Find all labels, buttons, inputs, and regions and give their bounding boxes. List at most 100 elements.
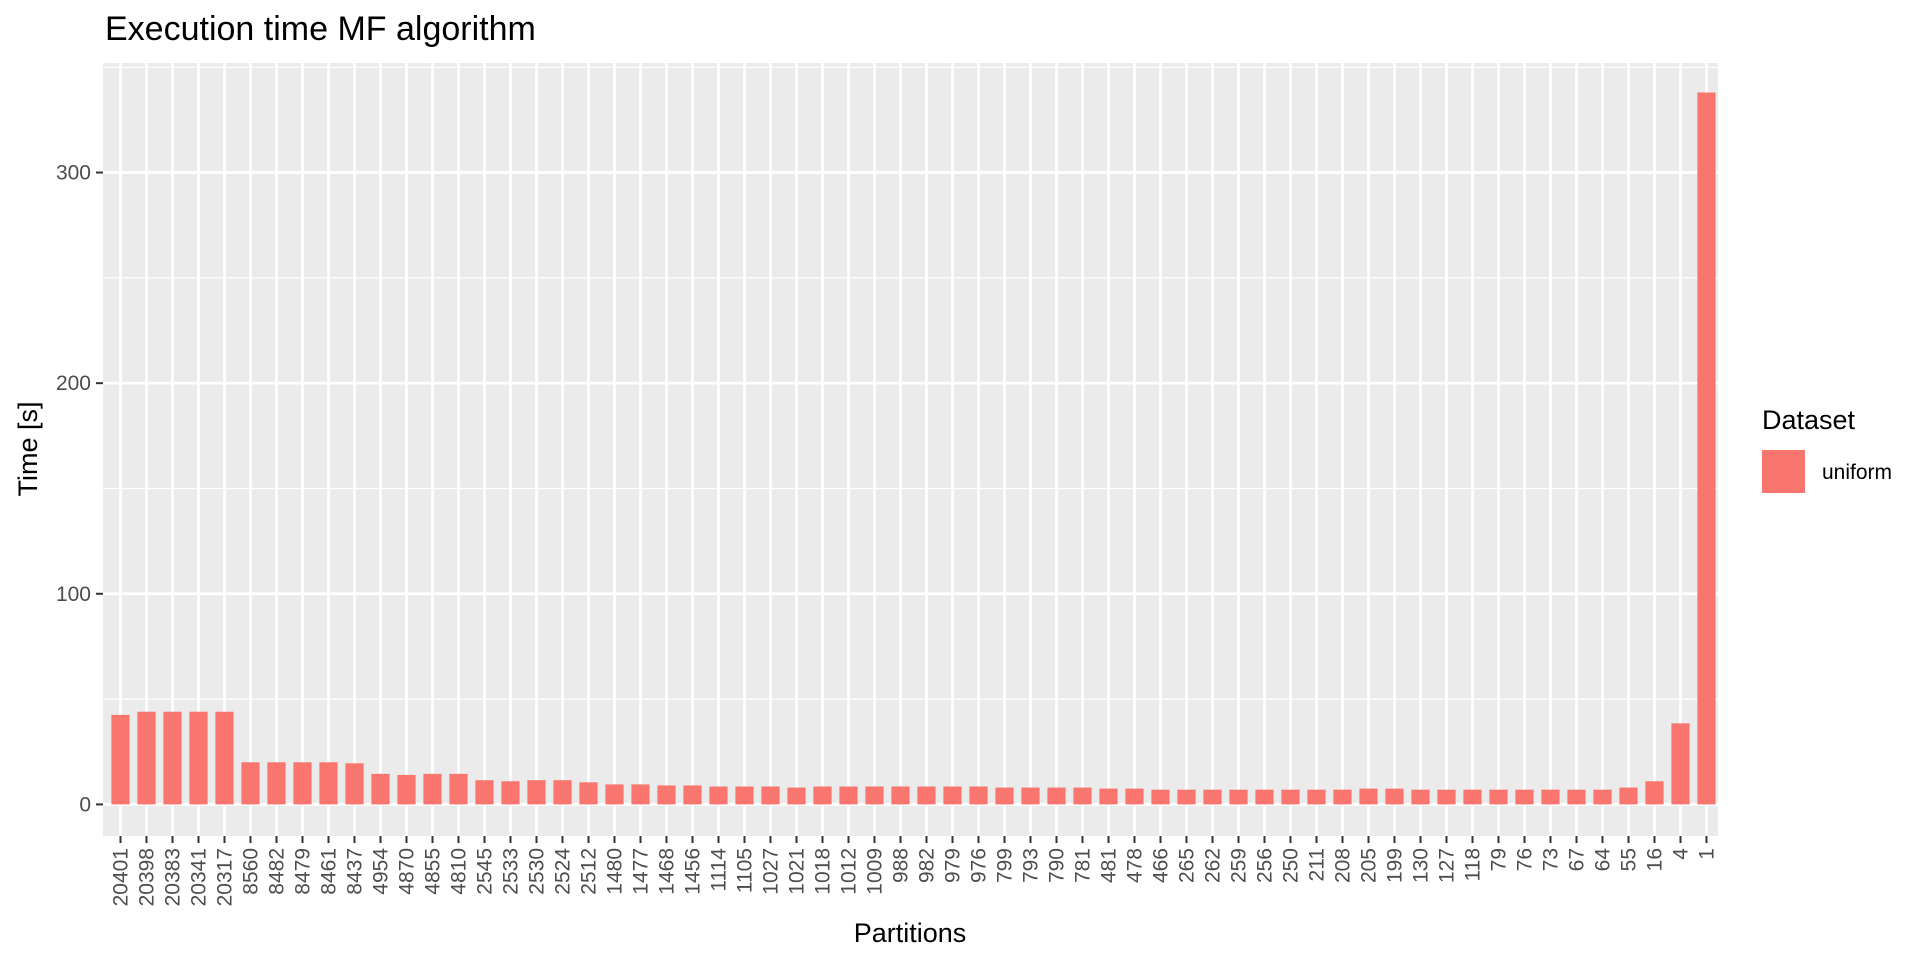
bar-262 (1203, 789, 1222, 805)
bar-8437 (345, 763, 364, 805)
bar-790 (1047, 787, 1066, 805)
bar-205 (1359, 788, 1378, 805)
bar-1456 (683, 785, 702, 805)
bar-256 (1255, 789, 1274, 805)
x-tick-label: 478 (1124, 848, 1147, 883)
x-tick-label: 2524 (552, 848, 575, 895)
bar-1105 (735, 786, 754, 805)
bar-76 (1515, 789, 1534, 805)
bar-1477 (631, 784, 650, 805)
bar-2530 (527, 780, 546, 805)
bar-8461 (319, 762, 338, 805)
bar-988 (891, 786, 910, 805)
bar-1114 (709, 786, 728, 805)
x-tick-label: 982 (916, 848, 939, 883)
x-tick-label: 2545 (474, 848, 497, 895)
x-tick-label: 8482 (266, 848, 289, 895)
bar-64 (1593, 789, 1612, 805)
x-tick-label: 1009 (864, 848, 887, 895)
x-tick-label: 976 (968, 848, 991, 883)
x-tick-label: 262 (1202, 848, 1225, 883)
legend-label-uniform: uniform (1822, 461, 1892, 484)
y-axis-title: Time [s] (13, 401, 43, 496)
bar-4 (1671, 723, 1690, 805)
bar-2545 (475, 780, 494, 805)
x-tick-label: 208 (1332, 848, 1355, 883)
x-tick-label: 466 (1150, 848, 1173, 883)
y-tick-label: 200 (56, 372, 91, 395)
y-tick-label: 100 (56, 583, 91, 606)
bar-73 (1541, 789, 1560, 805)
y-tick-label: 0 (79, 793, 91, 816)
x-tick-label: 20398 (136, 848, 159, 906)
x-tick-label: 2533 (500, 848, 523, 895)
x-tick-label: 199 (1384, 848, 1407, 883)
bars (111, 92, 1716, 805)
x-tick-label: 481 (1098, 848, 1121, 883)
x-tick-label: 67 (1566, 848, 1589, 871)
bar-4855 (423, 773, 442, 805)
x-tick-label: 790 (1046, 848, 1069, 883)
bar-1480 (605, 784, 624, 805)
bar-127 (1437, 789, 1456, 805)
x-tick-label: 265 (1176, 848, 1199, 883)
bar-20383 (163, 711, 182, 805)
grid-major (103, 63, 1718, 836)
bar-16 (1645, 781, 1664, 805)
x-tick-label: 130 (1410, 848, 1433, 883)
bar-478 (1125, 788, 1144, 805)
bar-8479 (293, 762, 312, 805)
x-tick-label: 64 (1592, 848, 1615, 872)
x-tick-label: 259 (1228, 848, 1251, 883)
bar-20398 (137, 711, 156, 805)
x-tick-label: 1027 (760, 848, 783, 895)
x-tick-label: 1114 (708, 848, 731, 892)
chart-title: Execution time MF algorithm (105, 10, 536, 48)
x-tick-label: 4954 (370, 848, 393, 895)
x-tick-label: 20383 (162, 848, 185, 906)
bar-55 (1619, 787, 1638, 805)
x-tick-label: 211 (1306, 848, 1329, 881)
bar-20341 (189, 711, 208, 805)
bar-20317 (215, 711, 234, 805)
x-tick-label: 1018 (812, 848, 835, 895)
x-tick-label: 55 (1618, 848, 1641, 871)
x-tick-label: 799 (994, 848, 1017, 883)
bar-8482 (267, 762, 286, 805)
bar-781 (1073, 787, 1092, 805)
x-tick-label: 250 (1280, 848, 1303, 883)
bar-1468 (657, 785, 676, 805)
y-axis: 0 100 200 300 (56, 162, 103, 816)
bar-979 (943, 786, 962, 805)
x-axis-title: Partitions (854, 918, 967, 948)
bar-481 (1099, 788, 1118, 805)
x-tick-label: 1 (1696, 848, 1719, 860)
bar-211 (1307, 789, 1326, 805)
x-tick-label: 1021 (786, 848, 809, 895)
x-tick-label: 16 (1644, 848, 1667, 871)
bar-799 (995, 787, 1014, 805)
x-axis: 20401 20398 20383 20341 20317 8560 8482 8479 846… (110, 836, 1719, 906)
x-tick-label: 4870 (396, 848, 419, 895)
bar-2512 (579, 782, 598, 805)
bar-208 (1333, 789, 1352, 805)
bar-2533 (501, 781, 520, 805)
x-tick-label: 781 (1072, 848, 1095, 883)
bar-466 (1151, 789, 1170, 805)
legend-key-uniform (1762, 450, 1805, 493)
x-tick-label: 79 (1488, 848, 1511, 871)
x-tick-label: 8437 (344, 848, 367, 895)
bar-1027 (761, 786, 780, 805)
x-tick-label: 1468 (656, 848, 679, 895)
x-tick-label: 8461 (318, 848, 341, 895)
x-tick-label: 793 (1020, 848, 1043, 883)
x-tick-label: 8560 (240, 848, 263, 895)
grid-minor (103, 66, 1718, 700)
x-tick-label: 4855 (422, 848, 445, 895)
x-tick-label: 4 (1670, 848, 1693, 860)
x-tick-label: 1012 (838, 848, 861, 895)
x-tick-label: 4810 (448, 848, 471, 895)
bar-8560 (241, 762, 260, 805)
x-tick-label: 20341 (188, 848, 211, 906)
